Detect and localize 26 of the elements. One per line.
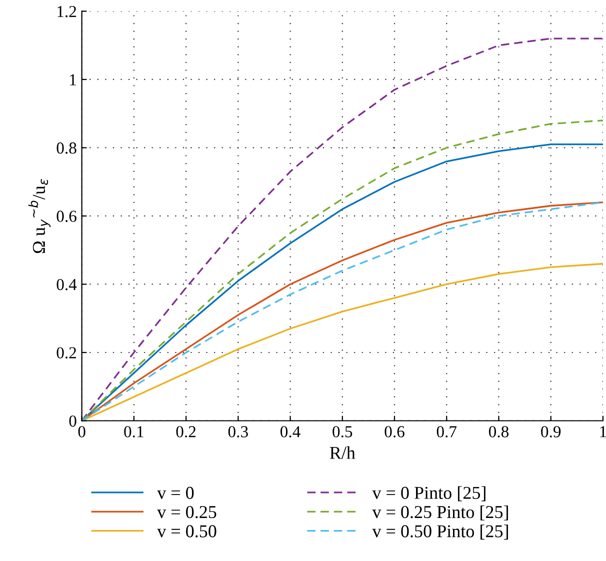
x-tick-label: 0.2	[176, 426, 196, 438]
legend-label: v = 0.50 Pinto [25]	[372, 524, 508, 540]
legend-label: v = 0 Pinto [25]	[372, 486, 486, 502]
legend-label: v = 0.25	[157, 506, 216, 518]
x-axis-title: R/h	[330, 446, 356, 459]
x-tick-label: 0.9	[541, 426, 561, 438]
y-tick-label: 0.2	[56, 347, 76, 359]
legend-label: v = 0	[157, 486, 194, 499]
x-tick-label: 0	[78, 426, 86, 438]
y-tick-label: 0.4	[56, 278, 77, 290]
y-axis-title: Ω u$_{y}$$^{∼b}$/u$_{ε}$	[28, 179, 50, 254]
x-tick-label: 0.4	[280, 426, 300, 438]
legend-label: v = 0.50	[157, 525, 216, 538]
y-tick-label: 1	[70, 74, 76, 86]
y-tick-label: 1.2	[58, 6, 76, 18]
x-tick-label: 0.5	[332, 426, 352, 438]
y-tick-label: 0.8	[56, 142, 76, 154]
x-tick-label: 0.7	[436, 426, 457, 438]
y-tick-label: 0.6	[56, 210, 76, 222]
x-tick-label: 0.6	[384, 426, 404, 438]
y-tick-label: 0	[69, 415, 76, 427]
x-tick-label: 0.1	[124, 426, 144, 438]
x-tick-label: 0.8	[488, 426, 509, 438]
x-tick-label: 0.3	[228, 426, 248, 438]
legend-label: v = 0.25 Pinto [25]	[372, 505, 508, 520]
x-tick-label: 1	[600, 426, 606, 438]
